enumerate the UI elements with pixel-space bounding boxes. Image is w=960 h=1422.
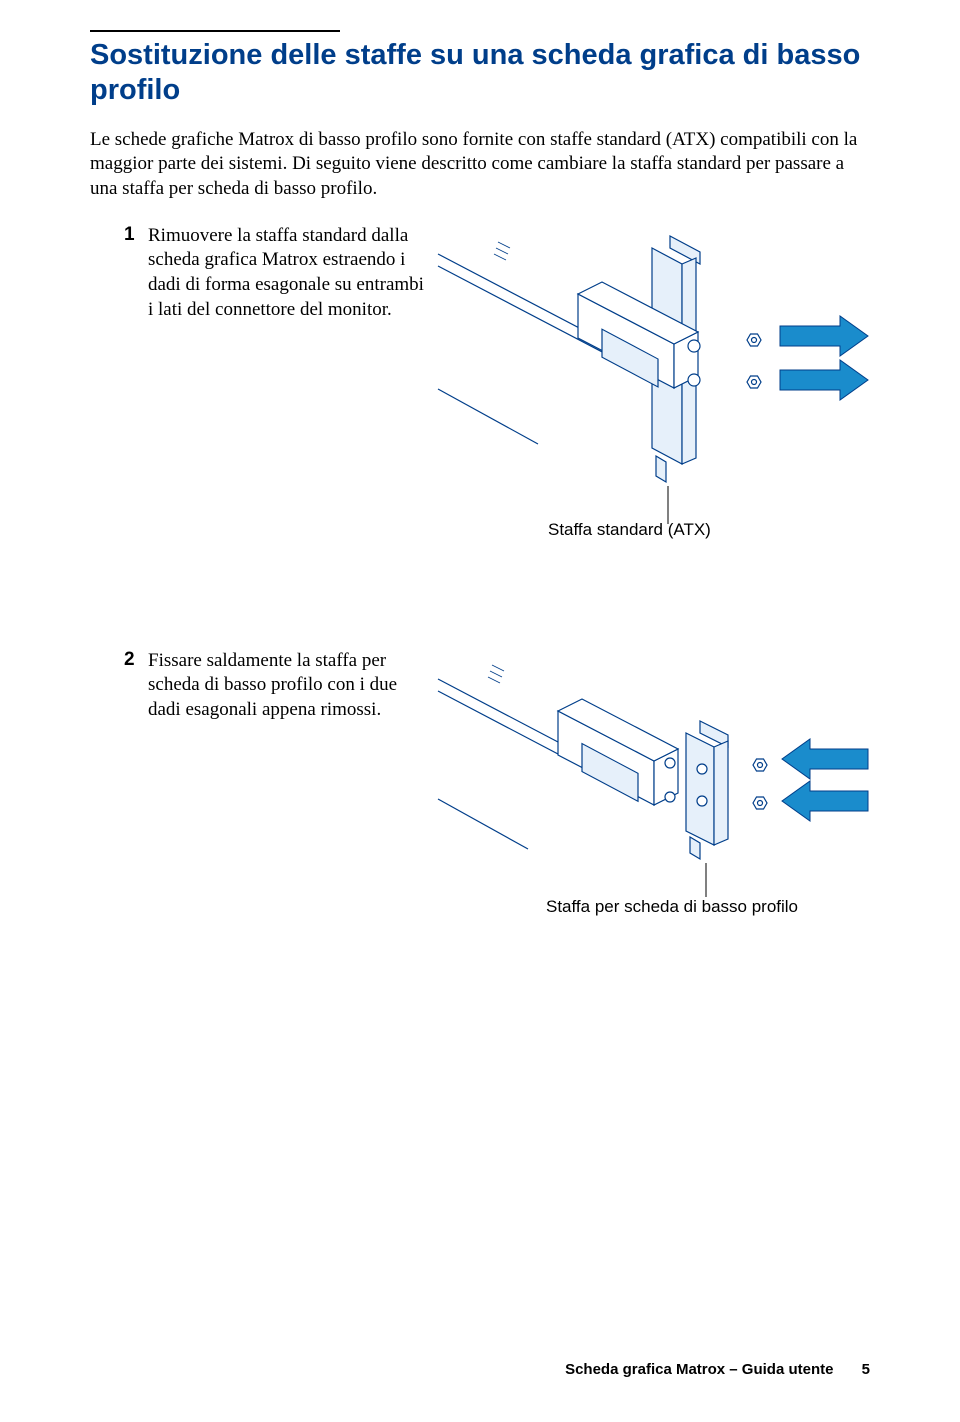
- diagram-step-2: [438, 649, 868, 889]
- caption-atx: Staffa standard (ATX): [548, 520, 711, 540]
- step-2: 2 Fissare saldamente la staffa per sched…: [90, 649, 870, 894]
- footer: Scheda grafica Matrox – Guida utente 5: [565, 1361, 870, 1378]
- footer-text: Scheda grafica Matrox – Guida utente: [565, 1361, 833, 1378]
- step-1-number: 1: [90, 224, 148, 246]
- title-rule: [90, 30, 340, 32]
- intro-paragraph: Le schede grafiche Matrox di basso profi…: [90, 128, 870, 202]
- diagram-step-1: [438, 224, 868, 504]
- step-2-figure: Staffa per scheda di basso profilo: [438, 649, 870, 894]
- step-2-text: Fissare saldamente la staffa per scheda …: [148, 649, 438, 723]
- caption-lowprofile: Staffa per scheda di basso profilo: [546, 897, 798, 917]
- step-1: 1 Rimuovere la staffa standard dalla sch…: [90, 224, 870, 509]
- step-1-figure: Staffa standard (ATX): [438, 224, 870, 509]
- step-2-number: 2: [90, 649, 148, 671]
- step-1-text: Rimuovere la staffa standard dalla sched…: [148, 224, 438, 323]
- page-title: Sostituzione delle staffe su una scheda …: [90, 38, 870, 108]
- footer-page-number: 5: [862, 1361, 870, 1378]
